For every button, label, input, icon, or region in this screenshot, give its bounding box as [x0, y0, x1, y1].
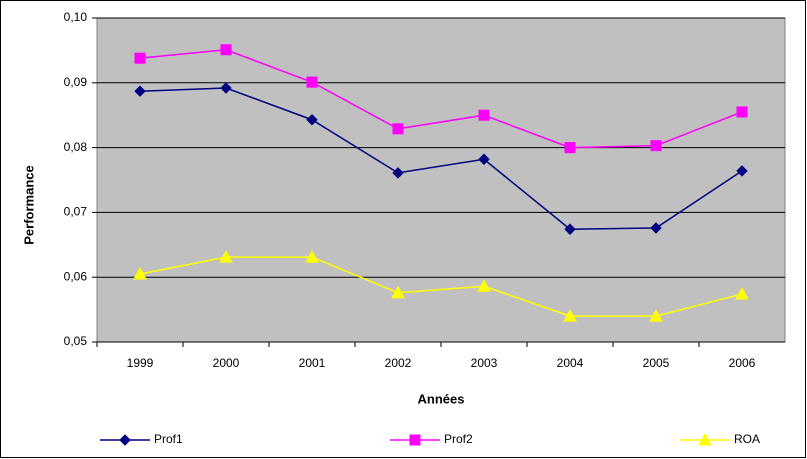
- y-tick-label: 0,08: [64, 140, 88, 154]
- data-point: [478, 153, 490, 165]
- series-line: [139, 48, 743, 149]
- data-point: [736, 106, 748, 118]
- x-tick-label: 1999: [127, 356, 154, 370]
- data-point: [134, 85, 146, 97]
- data-point: [650, 140, 662, 152]
- data-point: [133, 266, 147, 280]
- data-point: [650, 222, 662, 234]
- y-axis-label: Performance: [21, 165, 36, 244]
- data-point: [563, 309, 577, 322]
- plot-area: [96, 17, 786, 343]
- x-tick-label: 2004: [557, 356, 584, 370]
- series-line: [139, 256, 743, 317]
- data-point: [564, 142, 576, 154]
- legend-marker: [698, 432, 712, 446]
- data-point: [220, 44, 232, 56]
- data-point: [305, 250, 319, 263]
- data-point: [306, 76, 318, 88]
- data-point: [564, 223, 576, 235]
- legend-marker: [409, 434, 421, 446]
- y-tick-label: 0,10: [64, 10, 88, 24]
- data-point: [478, 109, 490, 121]
- data-point: [392, 167, 404, 179]
- x-tick-label: 2001: [299, 356, 326, 370]
- y-tick-label: 0,09: [64, 75, 88, 89]
- y-tick-label: 0,06: [64, 269, 88, 283]
- y-tick-label: 0,05: [64, 334, 88, 348]
- x-tick-label: 2006: [729, 356, 756, 370]
- legend-label: Prof2: [444, 432, 473, 446]
- data-point: [219, 250, 233, 263]
- data-point: [649, 309, 663, 322]
- x-tick-label: 2005: [643, 356, 670, 370]
- data-point: [306, 114, 318, 126]
- legend-marker: [119, 434, 131, 446]
- data-point: [134, 52, 146, 64]
- legend-label: Prof1: [154, 432, 183, 446]
- legend-label: ROA: [734, 432, 760, 446]
- y-tick-label: 0,07: [64, 205, 88, 219]
- data-point: [391, 285, 405, 299]
- data-point: [735, 287, 749, 300]
- x-axis-label: Années: [418, 391, 465, 406]
- data-point: [736, 165, 748, 177]
- x-tick-label: 2000: [213, 356, 240, 370]
- x-tick-label: 2003: [471, 356, 498, 370]
- data-point: [477, 279, 491, 292]
- series-line: [139, 87, 743, 231]
- data-point: [392, 123, 404, 135]
- data-point: [220, 82, 232, 94]
- x-tick-label: 2002: [385, 356, 412, 370]
